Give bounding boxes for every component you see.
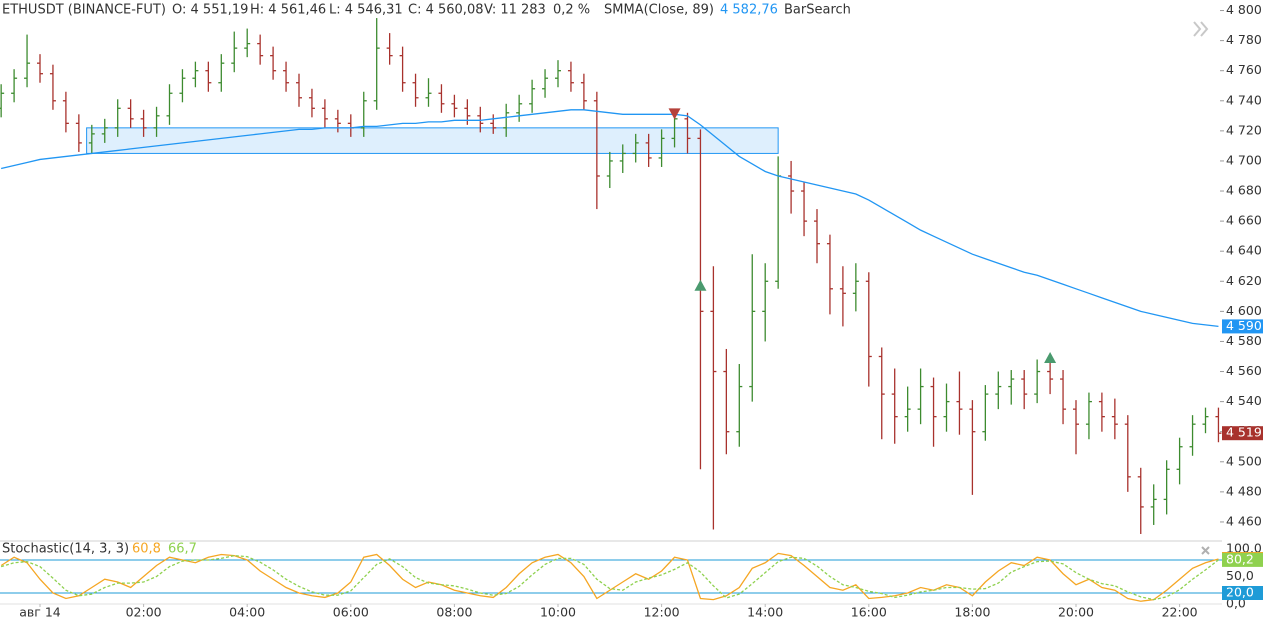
signal-marker: [668, 108, 681, 120]
x-tick-label: 20:00: [1058, 605, 1094, 620]
y-tick-label: 4 740: [1226, 92, 1262, 107]
x-tick-label: 06:00: [333, 605, 369, 620]
smma-badge-bg: [1222, 319, 1263, 334]
signal-marker: [694, 279, 707, 291]
smma-line: [1, 109, 1219, 328]
stochastic-k-legend: 60,8: [132, 542, 161, 557]
y-tick-label: 4 660: [1226, 213, 1262, 228]
stoch-last-badge-bg: [1222, 552, 1263, 567]
stoch-level-badge: 20,0: [1226, 585, 1254, 600]
zone: [86, 127, 779, 154]
x-tick-label: 14:00: [747, 605, 783, 620]
indicator-name[interactable]: SMMA(Close, 89): [604, 3, 714, 18]
smma-badge: 4 590: [1226, 318, 1262, 333]
y-tick-label: 4 560: [1226, 363, 1262, 378]
stoch-tick-label: 50,0: [1226, 568, 1254, 583]
y-tick-label: 4 760: [1226, 62, 1262, 77]
symbol: ETHUSDT (BINANCE-FUT): [2, 3, 166, 18]
signal-marker: [1044, 351, 1057, 363]
y-tick-label: 4 800: [1226, 2, 1262, 17]
stochastic-d-legend: 66,7: [168, 542, 197, 557]
y-tick-label: 4 500: [1226, 453, 1262, 468]
expand-button[interactable]: [1193, 21, 1209, 37]
x-tick-label: 22:00: [1162, 605, 1198, 620]
y-tick-label: 4 540: [1226, 393, 1262, 408]
close-value: C: 4 560,08: [408, 3, 483, 18]
y-tick-label: 4 600: [1226, 303, 1262, 318]
stochastic-title[interactable]: Stochastic(14, 3, 3): [2, 542, 129, 557]
y-tick-label: 4 640: [1226, 243, 1262, 258]
plugin-name[interactable]: BarSearch: [784, 3, 851, 18]
price-badge: 4 519: [1226, 425, 1262, 440]
open-value: O: 4 551,19: [172, 3, 248, 18]
y-tick-label: 4 700: [1226, 152, 1262, 167]
stoch-tick-label: 100,0: [1226, 541, 1262, 556]
stoch-k-line: [0, 552, 1219, 602]
high-value: H: 4 561,46: [250, 3, 326, 18]
y-tick-label: 4 680: [1226, 183, 1262, 198]
indicator-value: 4 582,76: [720, 3, 778, 18]
y-tick-label: 4 480: [1226, 483, 1262, 498]
x-tick-label: 18:00: [954, 605, 990, 620]
y-tick-label: 4 580: [1226, 333, 1262, 348]
stoch-d-line: [0, 554, 1219, 601]
stoch-level-badge-bg: [1222, 586, 1263, 600]
change-value: 0,2 %: [553, 3, 590, 18]
x-tick-label: 02:00: [126, 605, 162, 620]
x-tick-label: авг 14: [19, 605, 61, 620]
low-value: L: 4 546,31: [329, 3, 403, 18]
stoch-last-badge: 80,2: [1226, 551, 1254, 566]
x-tick-label: 04:00: [229, 605, 265, 620]
x-tick-label: 10:00: [540, 605, 576, 620]
y-tick-label: 4 460: [1226, 513, 1262, 528]
y-tick-label: 4 620: [1226, 273, 1262, 288]
x-tick-label: 12:00: [644, 605, 680, 620]
x-tick-label: 08:00: [436, 605, 472, 620]
volume-value: V: 11 283: [484, 3, 546, 18]
y-tick-label: 4 720: [1226, 122, 1262, 137]
price-badge-bg: [1222, 426, 1263, 441]
x-tick-label: 16:00: [851, 605, 887, 620]
y-tick-label: 4 780: [1226, 32, 1262, 47]
close-indicator-button[interactable]: [1201, 546, 1210, 555]
